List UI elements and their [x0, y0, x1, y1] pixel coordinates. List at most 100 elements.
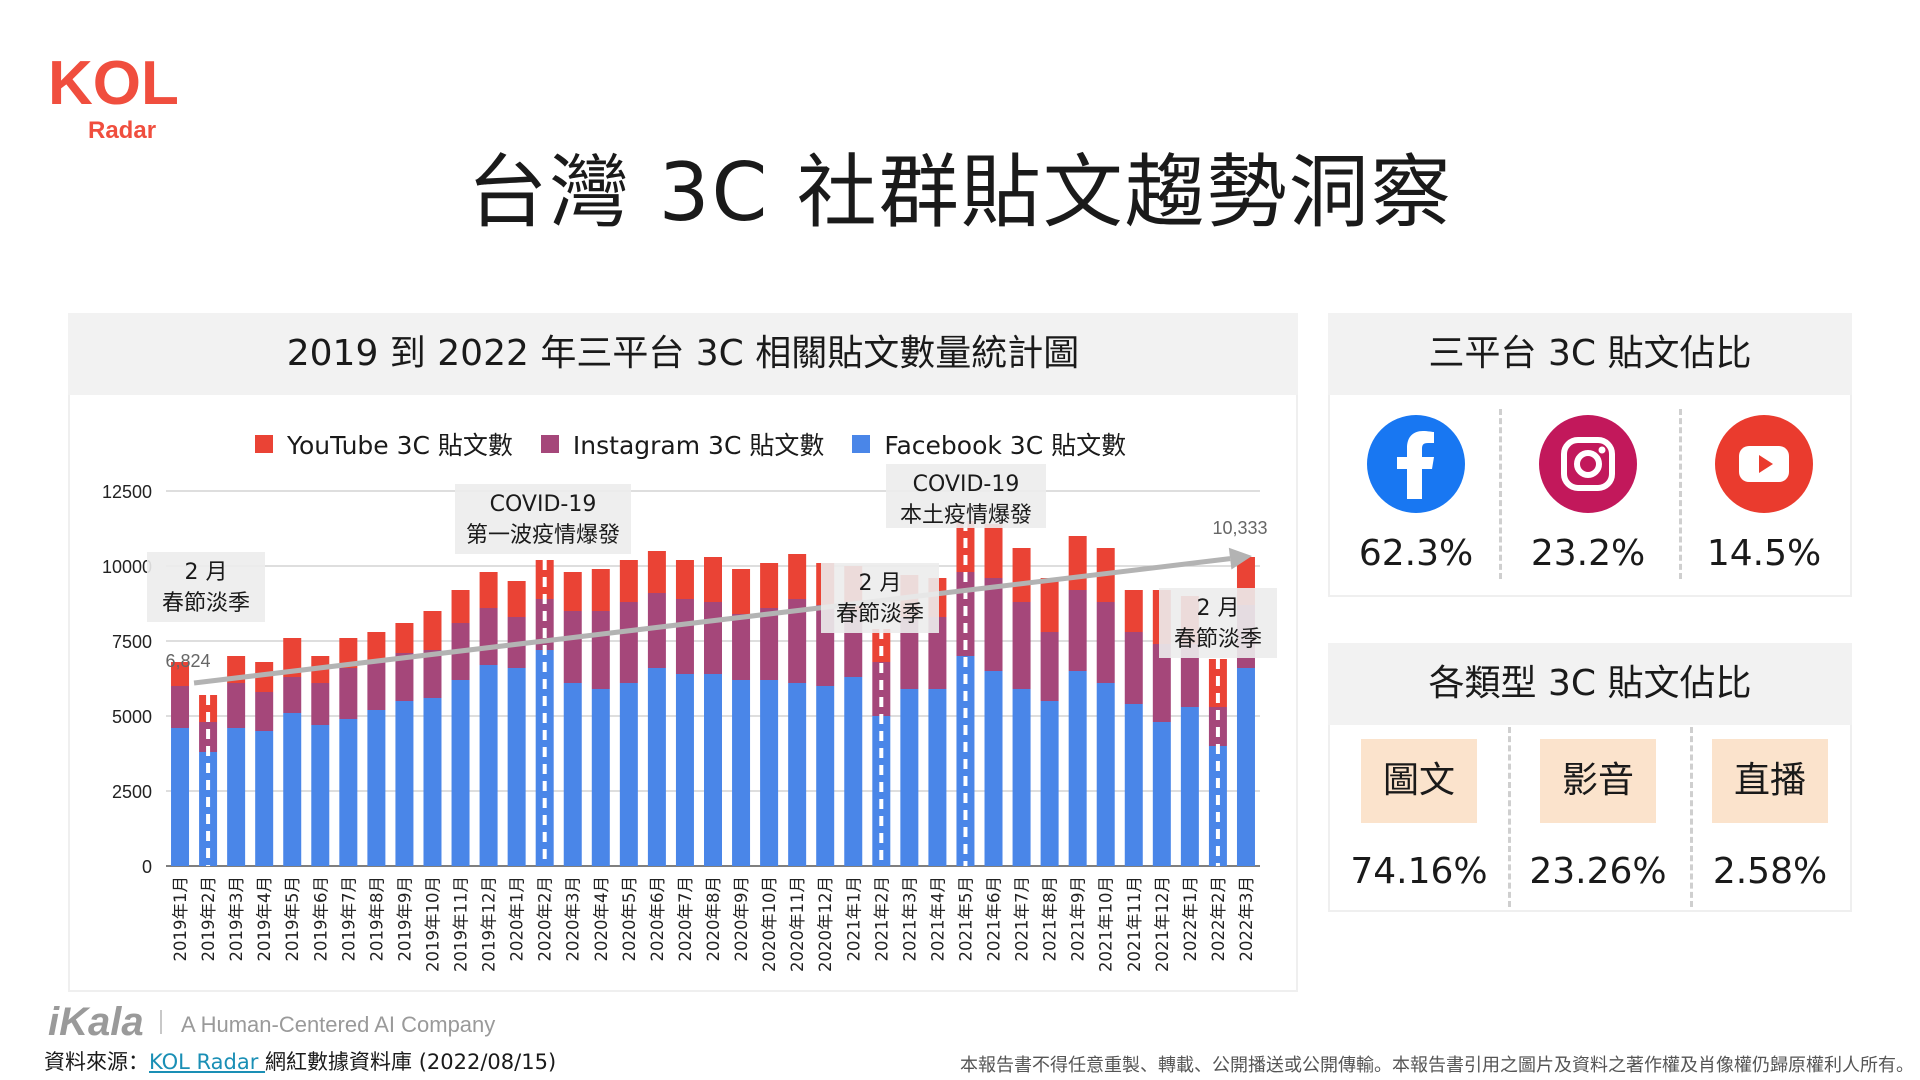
- annotation-title: 2 月: [185, 560, 228, 585]
- bar-facebook: [1236, 668, 1255, 866]
- x-tick-label: 2021年5月: [956, 876, 975, 962]
- bar-instagram: [171, 686, 190, 728]
- source-suffix: 網紅數據資料庫 (2022/08/15): [265, 1050, 557, 1074]
- bar-instagram: [591, 611, 610, 689]
- bar-facebook: [255, 731, 274, 866]
- x-tick-label: 2019年12月: [480, 876, 499, 972]
- bar-facebook: [479, 665, 498, 866]
- bar-youtube: [171, 662, 190, 686]
- bar-youtube: [1012, 548, 1031, 602]
- x-tick-label: 2022年2月: [1209, 876, 1228, 962]
- bar-youtube: [395, 623, 414, 653]
- bar-facebook: [675, 674, 694, 866]
- bar-instagram: [788, 599, 807, 683]
- chart-legend: YouTube 3C 貼文數 Instagram 3C 貼文數 Facebook…: [255, 428, 1126, 460]
- bar-facebook: [1124, 704, 1143, 866]
- bar-youtube: [1124, 590, 1143, 632]
- bar-instagram: [339, 668, 358, 719]
- bar-facebook: [451, 680, 470, 866]
- bar-instagram: [1180, 644, 1199, 707]
- source-link[interactable]: KOL Radar: [149, 1050, 266, 1074]
- bar-youtube: [367, 632, 386, 662]
- y-tick-label: 5000: [112, 707, 152, 727]
- bar-youtube: [1040, 578, 1059, 632]
- x-tick-label: 2020年6月: [648, 876, 667, 962]
- logo-text: KOL: [48, 49, 179, 118]
- x-tick-label: 2021年1月: [844, 876, 863, 962]
- bar-facebook: [760, 680, 779, 866]
- bar-instagram: [311, 683, 330, 725]
- bar-facebook: [283, 713, 302, 866]
- bar-instagram: [283, 677, 302, 713]
- annotation-title: 2 月: [859, 571, 902, 596]
- bar-instagram: [1152, 644, 1171, 722]
- x-tick-label: 2021年6月: [985, 876, 1004, 962]
- legend-label-facebook: Facebook 3C 貼文數: [884, 431, 1127, 460]
- annotation-box: [821, 563, 939, 633]
- type-label: 圖文: [1361, 739, 1477, 823]
- bar-facebook: [844, 677, 863, 866]
- annotation-box: [1159, 588, 1277, 658]
- bar-facebook: [1096, 683, 1115, 866]
- bar-instagram: [704, 602, 722, 674]
- bar-facebook: [1012, 689, 1031, 866]
- instagram-icon: [1539, 415, 1637, 513]
- bar-instagram: [732, 614, 751, 680]
- bar-instagram: [1040, 632, 1059, 701]
- bar-facebook: [732, 680, 751, 866]
- type-card-title: 各類型 3C 貼文佔比: [1328, 643, 1852, 725]
- type-live: 直播 2.58%: [1690, 739, 1850, 892]
- bar-facebook: [227, 728, 246, 866]
- trend-start-label: 6,824: [166, 651, 211, 671]
- bar-youtube: [423, 611, 442, 650]
- bar-instagram: [479, 608, 498, 665]
- bar-facebook: [563, 683, 582, 866]
- x-tick-label: 2020年3月: [564, 876, 583, 962]
- type-divider: [1690, 727, 1693, 907]
- bar-facebook: [1208, 746, 1227, 866]
- y-tick-label: 2500: [112, 782, 152, 802]
- bar-youtube: [479, 572, 498, 608]
- type-card: 圖文 74.16% 影音 23.26% 直播 2.58%: [1328, 725, 1852, 912]
- bar-facebook: [619, 683, 638, 866]
- bar-instagram: [900, 617, 919, 689]
- annotation-subtitle: 春節淡季: [1174, 627, 1262, 652]
- x-tick-label: 2019年6月: [311, 876, 330, 962]
- x-tick-label: 2020年12月: [816, 876, 835, 972]
- page-title: 台灣 3C 社群貼文趨勢洞察: [467, 146, 1453, 239]
- platform-card: 62.3% 23.2% 14.5%: [1328, 395, 1852, 597]
- bar-youtube: [647, 551, 666, 593]
- bar-facebook: [647, 668, 666, 866]
- legend-swatch-facebook: [852, 435, 871, 453]
- legend-item-youtube: YouTube 3C 貼文數: [255, 426, 513, 462]
- platform-youtube: 14.5%: [1678, 415, 1850, 574]
- bar-facebook: [1180, 707, 1199, 866]
- x-tick-label: 2019年2月: [199, 876, 218, 962]
- bar-facebook: [395, 701, 414, 866]
- disclaimer: 本報告書不得任意重製、轉載、公開播送或公開傳輸。本報告書引用之圖片及資料之著作權…: [960, 1055, 1914, 1076]
- bar-youtube: [732, 569, 751, 614]
- annotation-box: [886, 464, 1046, 528]
- x-tick-label: 2021年9月: [1069, 876, 1088, 962]
- legend-item-facebook: Facebook 3C 貼文數: [852, 426, 1126, 462]
- bar-facebook: [1068, 671, 1087, 866]
- bar-instagram: [367, 662, 386, 710]
- bar-youtube: [984, 524, 1003, 578]
- type-pct: 74.16%: [1350, 851, 1488, 892]
- type-pct: 2.58%: [1712, 851, 1828, 892]
- bar-facebook: [816, 686, 835, 866]
- youtube-icon: [1715, 415, 1813, 513]
- bar-facebook: [423, 698, 442, 866]
- bar-instagram: [1068, 590, 1087, 671]
- bar-instagram: [647, 593, 666, 668]
- bar-facebook: [900, 689, 919, 866]
- x-tick-label: 2021年4月: [928, 876, 947, 962]
- bar-youtube: [619, 560, 638, 602]
- bar-youtube: [339, 638, 358, 668]
- annotation-box: [147, 552, 265, 622]
- bar-youtube: [283, 638, 302, 677]
- platform-instagram-pct: 23.2%: [1530, 533, 1646, 574]
- x-tick-label: 2021年11月: [1125, 876, 1144, 972]
- ikala-tagline: A Human-Centered AI Company: [181, 1012, 496, 1037]
